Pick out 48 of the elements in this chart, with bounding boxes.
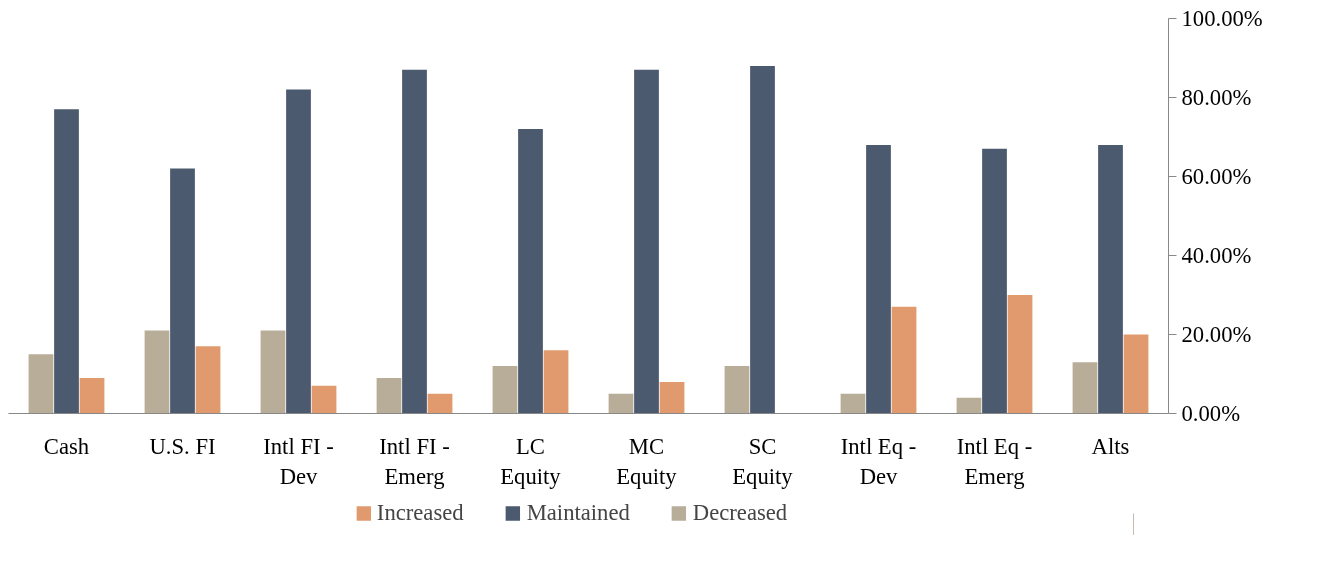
bar xyxy=(1072,362,1098,414)
bar xyxy=(634,69,659,414)
bar xyxy=(750,65,775,414)
y-tick-label: 0.00% xyxy=(1181,401,1241,426)
x-tick-label: Alts xyxy=(1091,433,1130,459)
bar xyxy=(427,393,453,414)
bar xyxy=(260,330,286,414)
bar xyxy=(608,393,634,414)
x-tick-label: LC Equity xyxy=(500,433,562,489)
bar xyxy=(543,350,569,414)
x-tick-label: Intl FI - Dev xyxy=(263,433,334,489)
x-tick-label: Intl FI - Emerg xyxy=(379,433,450,489)
bar xyxy=(28,354,54,414)
bar xyxy=(54,109,79,414)
x-tick-label: Intl Eq - Dev xyxy=(840,433,917,489)
y-tick-label: 20.00% xyxy=(1181,322,1252,347)
x-tick-label: MC Equity xyxy=(616,433,678,489)
y-tick-label: 100.00% xyxy=(1181,6,1263,31)
bar xyxy=(659,381,685,414)
bar xyxy=(492,366,518,414)
bar xyxy=(1098,144,1123,414)
bar xyxy=(195,346,221,414)
x-tick-label: Cash xyxy=(43,433,90,459)
bar xyxy=(1123,334,1149,414)
bar xyxy=(891,306,917,414)
legend-label: Increased xyxy=(376,500,464,526)
y-tick-label: 40.00% xyxy=(1181,243,1252,268)
bar xyxy=(286,89,311,414)
bar xyxy=(982,148,1007,414)
bar xyxy=(866,144,891,414)
legend-label: Maintained xyxy=(526,500,630,526)
bar xyxy=(170,168,195,414)
bar xyxy=(1007,295,1033,414)
legend-label: Decreased xyxy=(692,500,788,526)
bar xyxy=(144,330,170,414)
bar xyxy=(956,397,982,414)
y-tick-label: 80.00% xyxy=(1181,85,1252,110)
bar xyxy=(79,377,105,414)
y-tick-label: 60.00% xyxy=(1181,164,1252,189)
bar xyxy=(724,366,750,414)
bar xyxy=(518,129,543,414)
bar xyxy=(376,377,402,414)
x-tick-label: U.S. FI xyxy=(149,433,216,459)
x-tick-label: SC Equity xyxy=(732,433,794,489)
x-tick-label: Intl Eq - Emerg xyxy=(956,433,1033,489)
bar xyxy=(840,393,866,414)
bar xyxy=(402,69,427,414)
bar xyxy=(311,385,337,414)
